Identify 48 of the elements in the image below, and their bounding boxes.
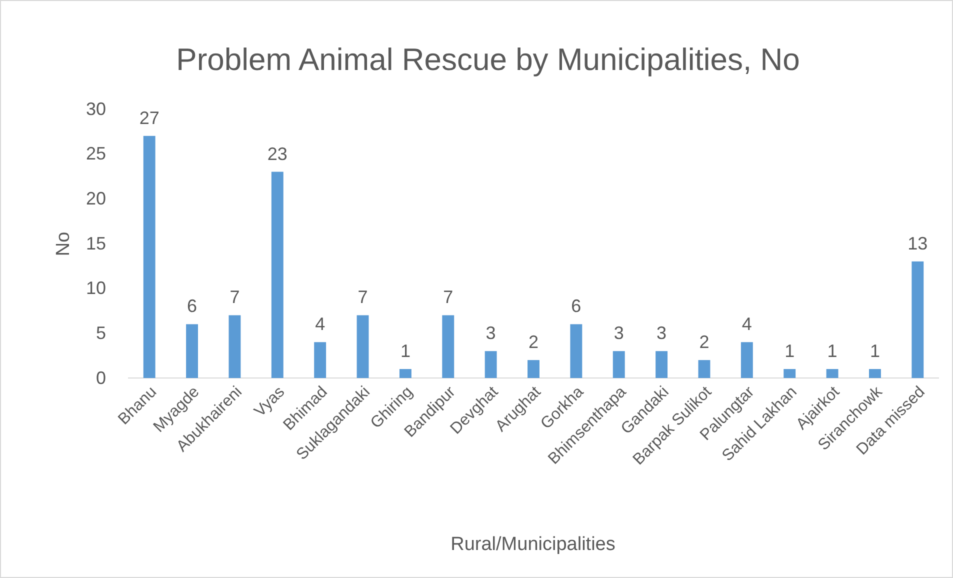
bar <box>656 351 668 378</box>
y-tick-label: 5 <box>96 322 106 343</box>
bar <box>698 360 710 378</box>
data-label: 2 <box>699 332 710 352</box>
bar <box>570 324 582 378</box>
data-label: 2 <box>528 332 539 352</box>
data-label: 6 <box>571 296 582 316</box>
bar <box>314 342 326 378</box>
y-tick-label: 10 <box>86 278 106 298</box>
bar <box>826 369 838 378</box>
bar <box>399 369 412 378</box>
chart-title: Problem Animal Rescue by Municipalities, No <box>176 42 800 77</box>
data-label: 3 <box>656 323 667 344</box>
y-axis-title: No <box>53 232 74 256</box>
data-label: 1 <box>870 341 880 362</box>
data-label: 6 <box>187 296 198 316</box>
bar <box>484 351 497 378</box>
bar <box>186 324 198 378</box>
bar <box>271 172 284 378</box>
bar <box>228 315 241 378</box>
y-tick-label: 0 <box>96 368 106 388</box>
data-label: 3 <box>614 323 624 344</box>
bar <box>528 360 540 378</box>
y-tick-label: 15 <box>86 233 106 254</box>
bar <box>912 261 924 378</box>
bar <box>442 315 454 378</box>
data-label: 7 <box>358 287 368 308</box>
y-tick-label: 25 <box>86 144 106 164</box>
bar <box>143 136 156 378</box>
x-axis-title: Rural/Municipalities <box>450 534 616 555</box>
data-label: 27 <box>139 108 160 128</box>
y-tick-label: 30 <box>86 98 106 119</box>
data-label: 7 <box>230 287 240 308</box>
data-label: 23 <box>267 144 288 164</box>
bar <box>740 342 753 378</box>
data-label: 1 <box>784 341 795 362</box>
data-label: 13 <box>908 233 928 254</box>
bar <box>869 369 881 378</box>
data-label: 1 <box>400 341 410 362</box>
data-label: 4 <box>742 314 752 334</box>
bar <box>784 369 796 378</box>
bar <box>356 315 369 378</box>
data-label: 3 <box>486 323 496 344</box>
data-label: 4 <box>315 314 326 334</box>
data-label: 7 <box>443 287 454 308</box>
bar <box>612 351 625 378</box>
y-tick-label: 20 <box>86 188 106 208</box>
data-label: 1 <box>827 341 838 362</box>
